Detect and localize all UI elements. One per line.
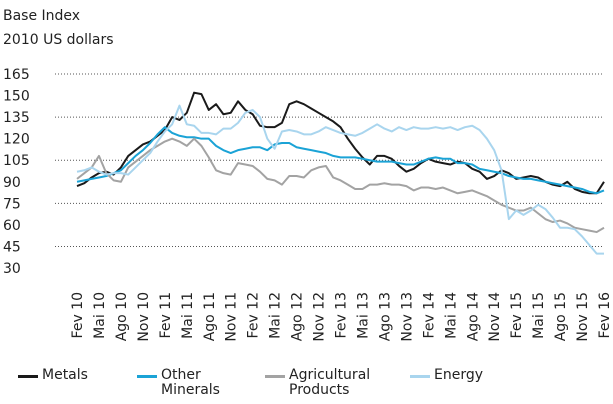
legend-item: Energy xyxy=(410,368,529,383)
y-tick-label: 45 xyxy=(3,239,21,255)
x-tick-label: Nov 15 xyxy=(575,292,591,342)
x-tick-label: Ago 12 xyxy=(290,292,306,341)
x-tick-label: Mai 11 xyxy=(180,292,196,339)
y-tick-label: 120 xyxy=(3,132,30,148)
legend-item: Other Minerals xyxy=(137,368,256,398)
x-tick-label: Mai 15 xyxy=(531,292,547,339)
x-tick-label: Ago 10 xyxy=(114,292,130,341)
x-tick-label: Nov 10 xyxy=(136,292,152,342)
legend-label: Energy xyxy=(434,367,484,383)
legend-swatch xyxy=(18,375,38,378)
y-tick-label: 90 xyxy=(3,175,21,191)
x-tick-label: Nov 11 xyxy=(224,292,240,342)
series-line xyxy=(76,137,605,234)
legend-item: Agricultural Products xyxy=(265,368,384,398)
series-line xyxy=(76,91,605,195)
series-line xyxy=(76,104,604,255)
x-tick-label: Fev 10 xyxy=(70,292,86,338)
x-tick-label: Nov 14 xyxy=(487,292,503,342)
x-tick-label: Fev 11 xyxy=(158,292,174,338)
y-tick-label: 135 xyxy=(3,110,30,126)
x-tick-label: Nov 12 xyxy=(312,292,328,342)
y-tick-label: 75 xyxy=(3,196,21,212)
x-tick-label: Fev 15 xyxy=(509,292,525,338)
x-tick-label: Nov 13 xyxy=(399,292,415,342)
y-tick-label: 150 xyxy=(3,89,30,105)
x-tick-label: Mai 12 xyxy=(268,292,284,339)
chart: Base Index 2010 US dollars 165 150 135 120 1… xyxy=(3,8,613,342)
x-tick-label: Mai 10 xyxy=(92,292,108,339)
legend-swatch xyxy=(137,375,157,378)
chart-title: Base Index xyxy=(3,8,80,24)
chart-subtitle: 2010 US dollars xyxy=(3,32,114,48)
legend-label: Other Minerals xyxy=(161,367,220,398)
x-tick-label: Mai 14 xyxy=(443,292,459,339)
x-tick-label: Ago 14 xyxy=(465,292,481,341)
series-line xyxy=(76,126,605,195)
y-tick-label: 60 xyxy=(3,218,21,234)
legend-label: Agricultural Products xyxy=(289,367,371,398)
y-tick-label: 165 xyxy=(3,67,30,83)
y-tick-label: 30 xyxy=(3,261,21,277)
x-tick-label: Fev 12 xyxy=(246,292,262,338)
x-tick-label: Ago 13 xyxy=(377,292,393,341)
legend-swatch xyxy=(265,375,285,378)
x-tick-label: Ago 15 xyxy=(553,292,569,341)
x-tick-label: Fev 13 xyxy=(334,292,350,338)
x-tick-label: Ago 11 xyxy=(202,292,218,341)
x-tick-label: Fev 16 xyxy=(597,292,613,339)
x-tick-label: Mai 13 xyxy=(355,292,371,339)
y-tick-label: 105 xyxy=(3,153,30,169)
legend-swatch xyxy=(410,375,430,378)
legend: Metals Other Minerals Agricultural Product… xyxy=(0,368,613,404)
x-tick-label: Fev 14 xyxy=(421,292,437,339)
legend-label: Metals xyxy=(42,367,88,383)
legend-item: Metals xyxy=(18,368,137,383)
